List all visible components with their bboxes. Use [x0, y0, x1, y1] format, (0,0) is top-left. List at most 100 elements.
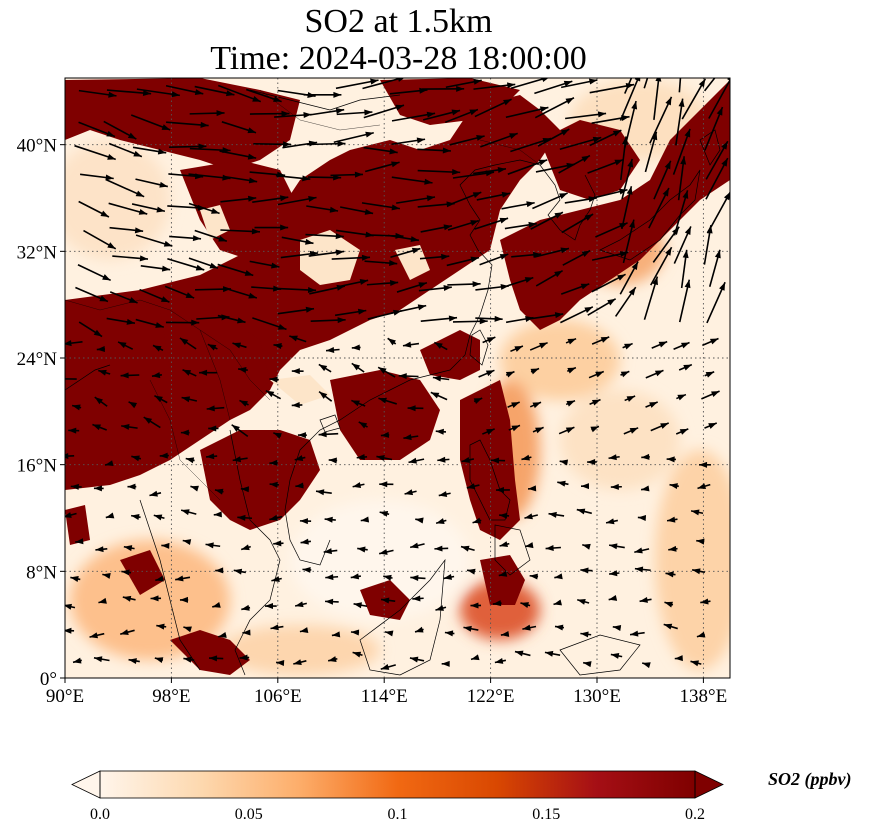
wind-arrow [447, 281, 481, 288]
wind-arrow [507, 401, 520, 409]
colorbar-tick-label: 0.1 [387, 806, 408, 823]
wind-arrow [478, 369, 495, 378]
wind-arrow [590, 425, 600, 433]
wind-arrow [650, 246, 673, 286]
wind-arrow [665, 571, 676, 578]
wind-arrow [673, 341, 690, 350]
wind-arrow [380, 431, 390, 438]
wind-arrow [295, 482, 304, 489]
wind-arrow [78, 121, 116, 138]
wind-arrow [653, 160, 672, 200]
latitude-axis: 0° 8°N 16°N 24°N 32°N 40°N [17, 136, 65, 690]
wind-arrow [410, 574, 426, 581]
colorbar-tick-label: 0.2 [685, 806, 705, 823]
wind-arrow [240, 544, 251, 551]
lat-tick-label: 0° [40, 669, 57, 690]
wind-arrow [269, 514, 283, 521]
map-area [64, 77, 731, 679]
wind-arrow [72, 657, 82, 664]
wind-arrow [117, 341, 134, 350]
wind-arrow [231, 424, 249, 438]
wind-arrow [167, 258, 205, 271]
wind-arrow [619, 261, 639, 295]
wind-arrow [678, 279, 691, 323]
wind-arrow [215, 567, 224, 574]
wind-arrow [677, 156, 687, 201]
wind-arrow [300, 538, 312, 545]
wind-arrow [420, 315, 458, 322]
lon-tick-label: 138°E [680, 686, 728, 707]
wind-arrow [96, 346, 106, 353]
wind-arrow [404, 489, 417, 496]
wind-arrow [396, 195, 436, 204]
wind-arrow [323, 548, 338, 555]
wind-arrow [306, 140, 346, 147]
wind-arrow [179, 337, 197, 350]
wind-arrow [333, 131, 374, 144]
wind-arrow [700, 598, 711, 605]
wind-arrow [155, 575, 164, 582]
wind-arrow [384, 630, 394, 637]
wind-arrow [238, 366, 248, 373]
wind-arrow [624, 78, 633, 94]
wind-arrow [150, 595, 162, 602]
wind-arrow [435, 428, 447, 435]
wind-arrow [212, 601, 221, 608]
wind-arrow [278, 286, 317, 293]
wind-arrow [390, 304, 427, 314]
wind-arrow [95, 546, 108, 553]
wind-arrow [418, 285, 452, 292]
wind-arrow [363, 104, 405, 119]
lat-tick-label: 24°N [17, 349, 58, 370]
wind-arrow [334, 308, 367, 317]
wind-arrow [557, 480, 569, 487]
wind-arrow [562, 249, 591, 266]
colorbar-frame [99, 770, 696, 799]
wind-arrow [558, 426, 575, 435]
wind-arrow [398, 373, 419, 380]
wind-arrow [591, 336, 610, 345]
lon-tick-label: 122°E [467, 686, 515, 707]
wind-arrow [678, 363, 693, 371]
wind-arrow [315, 489, 332, 496]
wind-arrow [206, 453, 218, 460]
wind-arrow [379, 510, 390, 517]
wind-arrow [407, 405, 424, 412]
colorbar-tick-label: 0.05 [234, 806, 263, 823]
wind-arrow [708, 249, 721, 287]
wind-arrow [495, 486, 510, 493]
colorbar-gradient [100, 771, 695, 798]
wind-arrow [470, 654, 480, 661]
wind-arrow [537, 128, 570, 147]
wind-arrow [175, 575, 191, 582]
wind-arrow [530, 367, 540, 375]
wind-arrow [622, 342, 633, 350]
wind-arrow [308, 249, 345, 257]
wind-arrow [444, 630, 455, 637]
colorbar-extend-low [71, 770, 101, 799]
wind-arrow [703, 78, 716, 92]
wind-arrow [351, 344, 361, 351]
wind-arrow [130, 514, 141, 520]
wind-arrow [645, 401, 658, 408]
wind-arrow [363, 146, 398, 155]
wind-arrow [701, 390, 720, 400]
wind-arrow [156, 623, 167, 630]
wind-arrow [480, 132, 518, 148]
wind-arrow [673, 190, 689, 236]
wind-arrow [690, 509, 704, 516]
wind-arrow [245, 88, 282, 103]
wind-arrow [524, 513, 539, 520]
wind-arrow [530, 211, 564, 230]
wind-arrow [461, 456, 475, 463]
wind-arrow [289, 335, 307, 343]
wind-arrow [105, 512, 115, 519]
wind-arrow [218, 632, 227, 638]
wind-arrow [351, 399, 366, 407]
wind-arrow [220, 195, 257, 203]
wind-arrow [441, 660, 450, 667]
wind-arrow [479, 253, 509, 266]
wind-arrow [128, 658, 140, 664]
wind-arrow [194, 85, 235, 97]
wind-arrow [681, 78, 707, 120]
